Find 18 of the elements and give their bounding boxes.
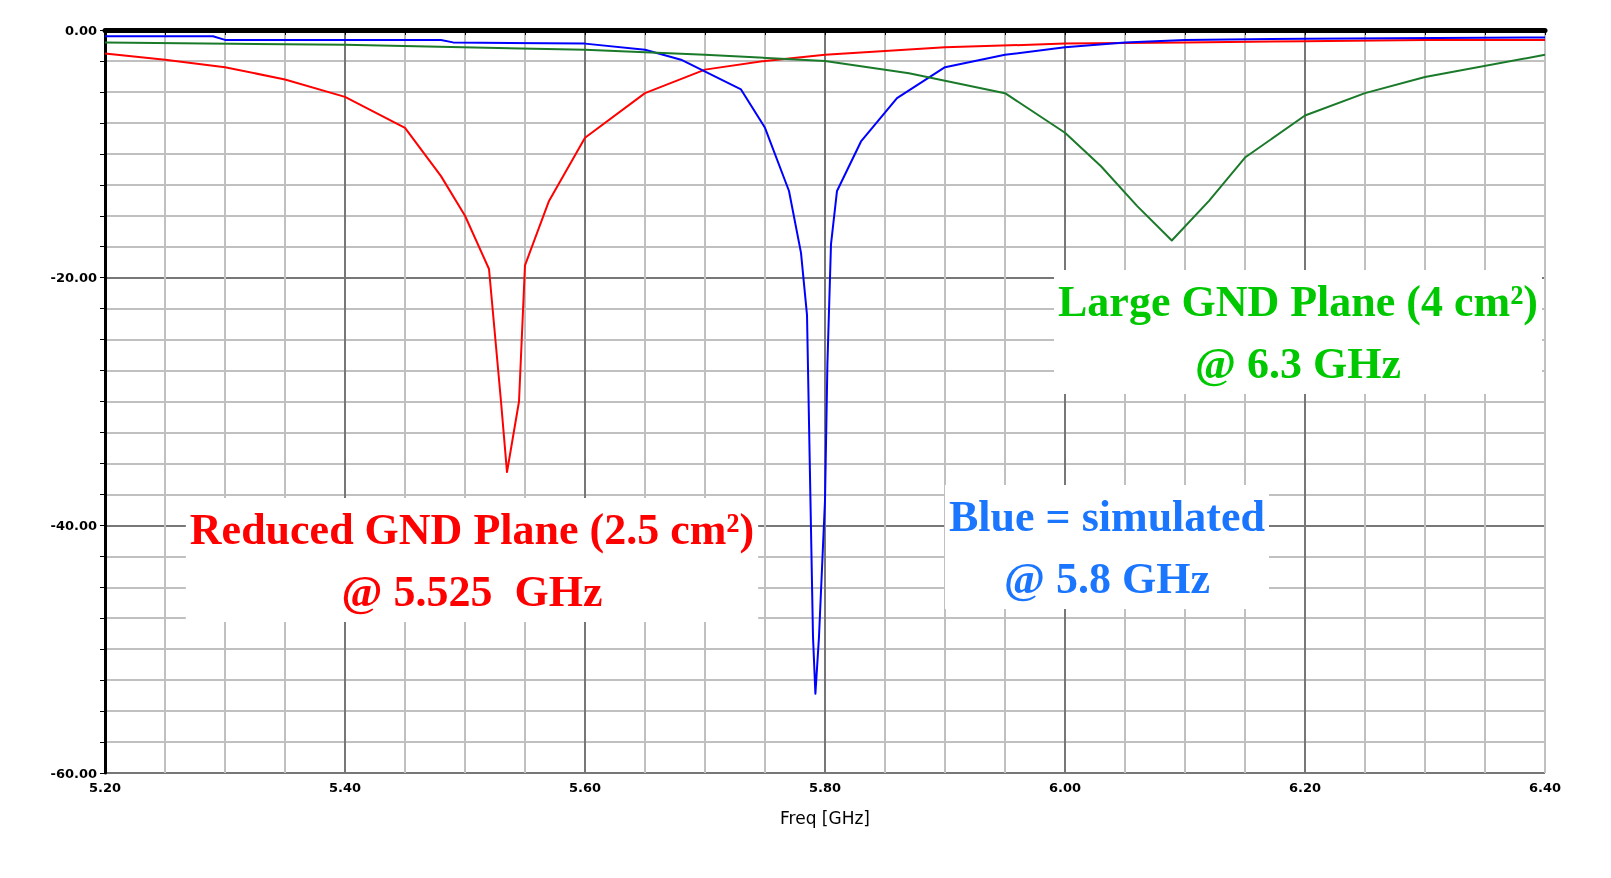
x-tick-label: 5.60 (568, 780, 602, 795)
x-tick-label: 5.20 (88, 780, 122, 795)
annotation: Blue = simulated @ 5.8 GHz (949, 491, 1265, 603)
x-tick-label: 6.20 (1288, 780, 1322, 795)
annotation: Large GND Plane (4 cm²) @ 6.3 GHz (1058, 276, 1538, 388)
x-tick-label: 5.80 (808, 780, 842, 795)
line-series (104, 38, 1546, 474)
y-tick-label: -40.00 (50, 517, 97, 533)
x-tick-label: 5.40 (328, 780, 362, 795)
y-tick-label: 0.00 (64, 22, 97, 38)
x-tick-label: 6.00 (1048, 780, 1082, 795)
x-tick-label: 6.40 (1528, 780, 1562, 795)
line-series (104, 41, 1546, 242)
y-tick-label: -60.00 (50, 765, 97, 781)
x-axis-title: Freq [GHz] (780, 807, 870, 828)
line-series (104, 35, 1546, 695)
annotation: Reduced GND Plane (2.5 cm²) @ 5.525 GHz (189, 504, 755, 616)
y-tick-label: -20.00 (50, 270, 97, 286)
